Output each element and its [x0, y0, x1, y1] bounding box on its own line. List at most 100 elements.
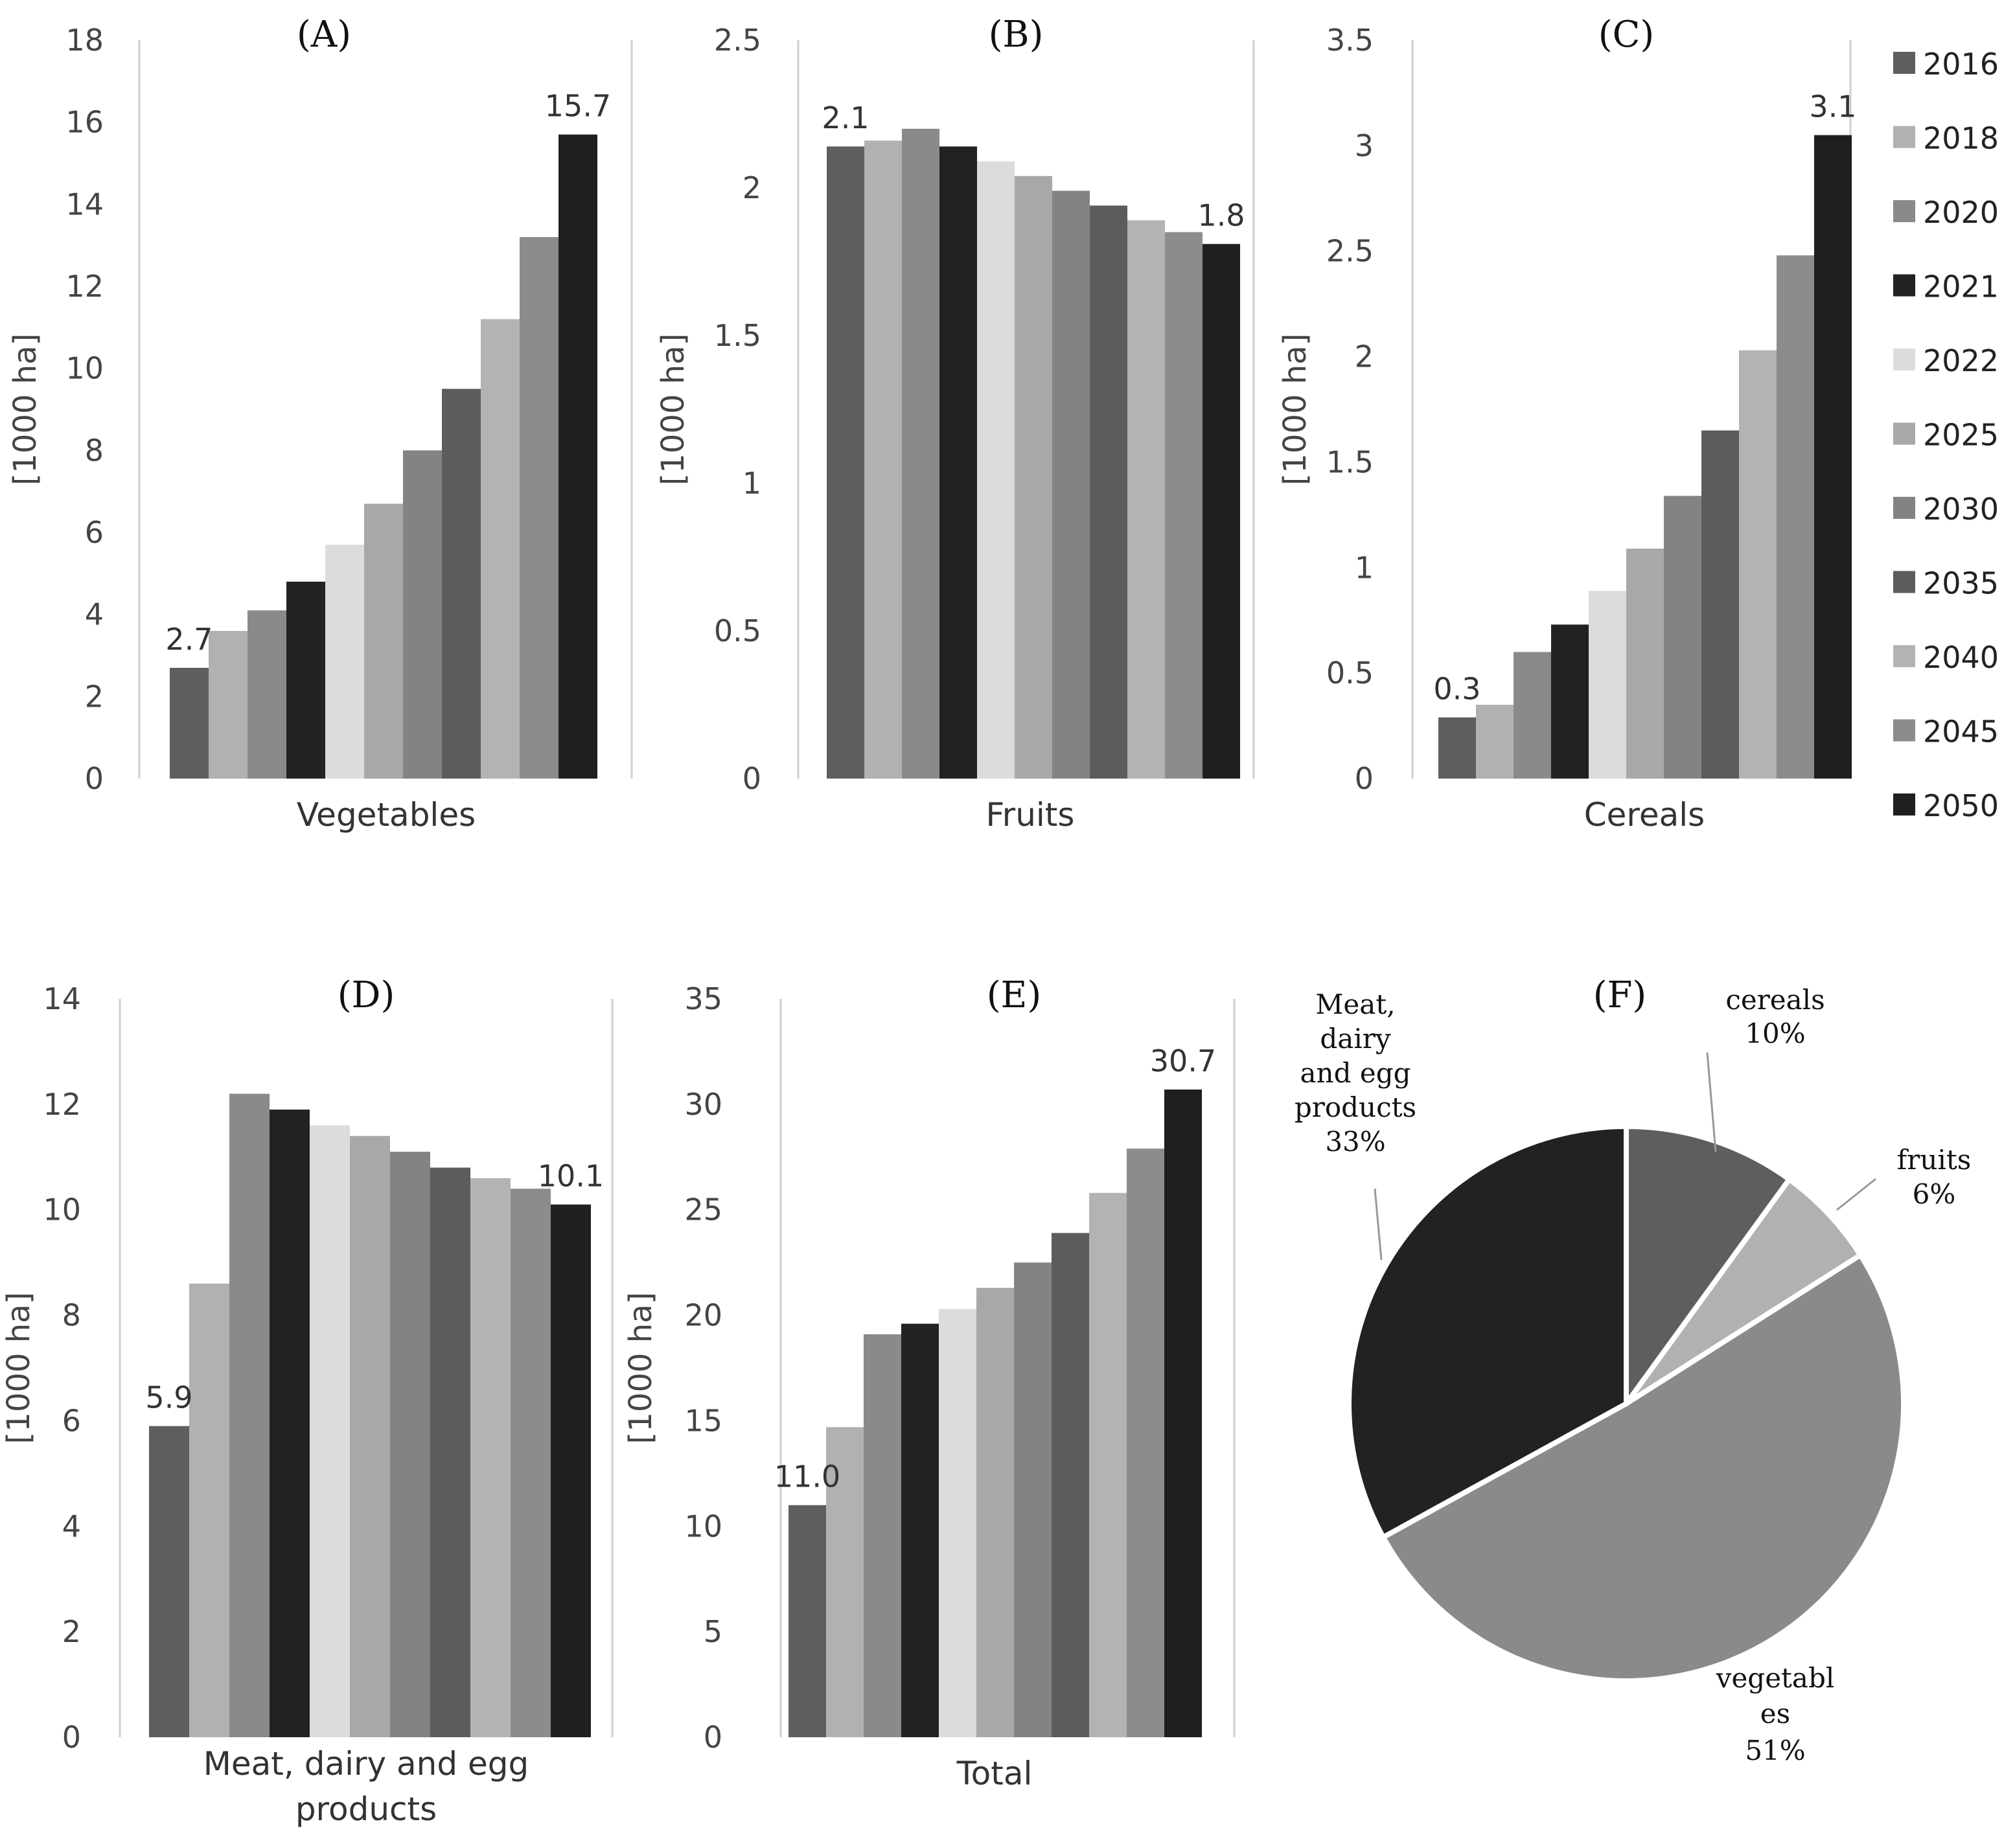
legend-swatch-2018 — [1893, 126, 1915, 148]
pie-label-vegetables-pct: 51% — [1745, 1735, 1805, 1766]
data-label: 5.9 — [145, 1380, 192, 1415]
y-tick-label: 1.5 — [714, 318, 761, 353]
bar-2016 — [149, 1426, 189, 1737]
leader-line-cereals — [1706, 1052, 1717, 1152]
bar-2035 — [430, 1167, 470, 1737]
bar-2020 — [229, 1093, 270, 1737]
bar-2030 — [390, 1152, 430, 1737]
y-tick-label: 1 — [1355, 550, 1374, 585]
y-tick-label: 0 — [704, 1720, 722, 1755]
legend-swatch-2021 — [1893, 274, 1915, 297]
data-label: 1.8 — [1197, 198, 1245, 233]
bar-2040 — [481, 319, 520, 779]
chart-meat-dairy-egg: 0 2 4 6 8 10 12 14 5.9 10.1 (D) [1000 ha] Meat, dair… — [1, 974, 614, 1828]
bar-2016 — [789, 1505, 826, 1737]
legend-swatch-2040 — [1893, 645, 1915, 667]
pie-label-vegetables-line2: es — [1760, 1698, 1790, 1729]
bar-2035 — [1090, 205, 1127, 779]
chart-title: (C) — [1598, 14, 1655, 56]
y-tick-label: 2.5 — [1326, 234, 1374, 269]
pie-label-meat-line4: products — [1295, 1091, 1416, 1123]
pie-slice-meat — [1346, 1123, 1629, 1541]
legend-label-2016: 2016 — [1923, 47, 1999, 82]
bar-2045 — [520, 237, 558, 779]
bar-2022 — [325, 545, 364, 779]
bar-2021 — [939, 146, 977, 779]
bar-2050 — [1814, 135, 1852, 779]
bar-2021 — [1551, 624, 1589, 779]
y-tick-label: 25 — [684, 1192, 722, 1227]
bar-2025 — [976, 1288, 1014, 1737]
bar-2035 — [1052, 1233, 1089, 1737]
bar-2040 — [470, 1178, 511, 1737]
bar-2045 — [511, 1189, 551, 1737]
bar-2022 — [310, 1125, 350, 1737]
bar-2050 — [551, 1204, 591, 1737]
x-axis-label: Cereals — [1584, 796, 1705, 834]
y-tick-label: 5 — [704, 1614, 722, 1649]
y-tick-label: 2 — [743, 170, 761, 205]
x-axis-label: Vegetables — [297, 796, 476, 834]
bar-2021 — [270, 1110, 310, 1737]
bar-2030 — [1014, 1262, 1052, 1737]
chart-pie-shares: (F) cereals 10% fruits 6% Meat, dairy an… — [1295, 974, 1971, 1766]
bar-2030 — [1664, 496, 1701, 779]
pie-slice-vegetables — [1379, 1251, 1907, 1684]
y-tick-label: 12 — [43, 1087, 81, 1122]
bar-2018 — [209, 631, 248, 779]
y-tick-label: 3 — [1355, 128, 1374, 163]
bar-2025 — [364, 503, 403, 779]
legend-swatch-2016 — [1893, 52, 1915, 74]
bar-2035 — [442, 389, 481, 779]
y-tick-label: 12 — [65, 269, 104, 304]
chart-total: 0 5 10 15 20 25 30 35 11.0 30.7 (E) [1000 ha] Total — [623, 974, 1236, 1792]
bar-2050 — [1203, 244, 1240, 779]
pie-label-fruits-pct: 6% — [1913, 1178, 1956, 1210]
pie-label-cereals-pct: 10% — [1745, 1018, 1805, 1049]
y-tick-label: 2 — [1355, 339, 1374, 374]
y-tick-label: 2 — [62, 1614, 81, 1649]
y-tick-label: 8 — [62, 1298, 81, 1333]
legend-label-2030: 2030 — [1923, 492, 1999, 527]
bar-2035 — [1701, 430, 1739, 779]
bar-2018 — [864, 141, 902, 779]
chart-title: (B) — [989, 14, 1044, 56]
data-label: 2.1 — [822, 100, 869, 135]
bar-2025 — [1015, 176, 1052, 779]
bar-2050 — [558, 134, 597, 779]
bar-2045 — [1777, 255, 1814, 779]
pie-label-vegetables-line1: vegetabl — [1716, 1662, 1835, 1694]
chart-title: (F) — [1593, 974, 1647, 1016]
y-axis-label: [1000 ha] — [7, 334, 43, 486]
bar-2021 — [286, 582, 325, 779]
y-axis-label: [1000 ha] — [1, 1292, 37, 1444]
legend-label-2025: 2025 — [1923, 418, 1999, 453]
y-axis-label: [1000 ha] — [1277, 334, 1313, 486]
bar-2050 — [1164, 1089, 1202, 1737]
year-legend: 2016 2018 2020 2021 2022 2025 2030 2035 2040 2045… — [1893, 47, 1999, 823]
legend-label-2018: 2018 — [1923, 121, 1999, 156]
bar-2016 — [1438, 717, 1476, 779]
data-label: 11.0 — [774, 1459, 840, 1494]
legend-swatch-2035 — [1893, 571, 1915, 593]
pie-label-fruits-name: fruits — [1897, 1144, 1972, 1176]
y-tick-label: 10 — [65, 351, 104, 386]
y-tick-label: 4 — [62, 1509, 81, 1544]
bar-2022 — [1589, 591, 1626, 779]
legend-label-2020: 2020 — [1923, 195, 1999, 230]
pie-label-cereals-name: cereals — [1725, 984, 1825, 1016]
data-label: 10.1 — [538, 1159, 604, 1194]
y-axis-label: [1000 ha] — [623, 1292, 659, 1444]
bar-2025 — [350, 1135, 390, 1737]
y-tick-label: 0 — [743, 761, 761, 796]
legend-label-2050: 2050 — [1923, 788, 1999, 823]
y-tick-label: 3.5 — [1326, 23, 1374, 58]
y-tick-label: 8 — [85, 433, 104, 468]
legend-swatch-2025 — [1893, 422, 1915, 445]
legend-label-2035: 2035 — [1923, 566, 1999, 601]
bar-2020 — [1514, 652, 1551, 779]
x-axis-label: Total — [956, 1755, 1033, 1792]
y-tick-label: 20 — [684, 1298, 722, 1333]
y-tick-label: 0 — [62, 1720, 81, 1755]
x-axis-label-line: products — [295, 1790, 437, 1828]
